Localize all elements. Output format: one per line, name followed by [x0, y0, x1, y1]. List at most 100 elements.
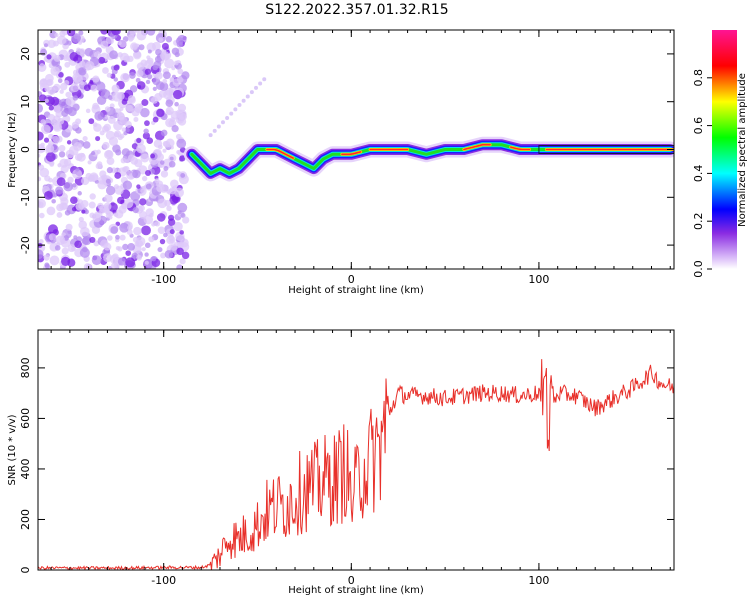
noise-blob	[169, 156, 174, 161]
noise-blob	[61, 256, 71, 266]
noise-blob	[100, 40, 109, 49]
noise-blob	[163, 166, 169, 172]
noise-blob	[119, 222, 130, 233]
noise-blob	[119, 133, 125, 139]
noise-blob	[92, 75, 100, 83]
noise-blob	[176, 109, 187, 120]
ridge-outline	[538, 145, 674, 154]
noise-blob	[174, 187, 184, 198]
colorbar-tick-label: 0.6	[692, 117, 705, 135]
noise-streak	[249, 90, 254, 95]
noise-blob	[124, 127, 130, 133]
noise-blob	[75, 167, 80, 172]
noise-blob	[44, 175, 51, 182]
noise-blob	[88, 201, 96, 209]
noise-blob	[154, 221, 160, 227]
snr-frame	[37, 329, 675, 571]
snr-xtick-label: 100	[528, 574, 549, 587]
noise-blob	[113, 120, 123, 131]
noise-blob	[56, 203, 64, 212]
ridge-red	[341, 151, 362, 156]
noise-blob	[81, 209, 86, 214]
noise-blob	[111, 253, 119, 261]
noise-blob	[177, 68, 184, 75]
snr-xtick-label: 0	[348, 574, 355, 587]
noise-blob	[71, 206, 77, 212]
noise-blob	[121, 99, 128, 105]
noise-blob	[117, 40, 122, 46]
noise-blob	[108, 215, 113, 220]
noise-blob	[139, 198, 147, 206]
noise-blob	[156, 213, 166, 222]
noise-blob	[119, 234, 126, 241]
noise-blob	[159, 160, 165, 165]
noise-blob	[143, 128, 149, 134]
noise-blob	[67, 244, 76, 253]
noise-streak	[225, 115, 230, 120]
noise-blob	[181, 71, 190, 80]
noise-blob	[70, 83, 80, 93]
noise-blob	[38, 103, 44, 113]
noise-blob	[172, 78, 181, 87]
noise-blob	[44, 190, 53, 200]
noise-blob	[132, 43, 138, 50]
noise-blob	[123, 55, 131, 63]
noise-blob	[102, 67, 109, 74]
noise-blob	[53, 115, 61, 123]
noise-blob	[114, 185, 124, 195]
noise-blob	[162, 71, 171, 80]
noise-blob	[129, 85, 138, 93]
noise-blob	[38, 198, 46, 209]
noise-blob	[100, 89, 111, 100]
noise-blob	[54, 32, 59, 38]
noise-blob	[107, 116, 116, 124]
noise-blob	[176, 247, 184, 256]
spectrogram-ytick-label: 20	[19, 47, 32, 61]
noise-blob	[72, 95, 79, 101]
noise-blob	[169, 229, 175, 235]
noise-blob	[121, 148, 130, 157]
noise-blob	[158, 37, 164, 43]
noise-blob	[63, 181, 74, 192]
noise-blob	[145, 79, 151, 85]
noise-blob	[177, 117, 187, 126]
noise-blob	[80, 226, 90, 237]
noise-blob	[155, 48, 162, 56]
snr-panel: -100 0 100 0 200 400 600 800 Height of straight…	[7, 329, 675, 596]
noise-blob	[122, 243, 129, 251]
noise-blob	[174, 101, 179, 107]
figure-title: S122.2022.357.01.32.R15	[265, 2, 448, 18]
noise-blob	[176, 138, 187, 149]
noise-blob	[49, 255, 60, 266]
noise-blob	[140, 153, 150, 163]
noise-blob	[146, 137, 154, 145]
noise-blob	[144, 242, 151, 249]
noise-blob	[152, 86, 157, 91]
noise-blob	[39, 212, 45, 219]
noise-blob	[89, 79, 94, 84]
snr-ytick-label: 800	[19, 357, 32, 378]
noise-blob	[157, 198, 168, 209]
noise-blob	[83, 84, 91, 92]
noise-blob	[102, 125, 110, 133]
noise-blob	[40, 119, 46, 125]
ridge-red	[509, 146, 531, 151]
noise-blob	[136, 30, 147, 41]
noise-blob	[180, 173, 186, 178]
noise-blob	[152, 64, 159, 71]
noise-blob	[128, 36, 134, 42]
noise-blob	[91, 255, 102, 266]
noise-blob	[61, 247, 69, 255]
spectrogram-image	[38, 30, 674, 269]
noise-blob	[111, 30, 121, 36]
noise-blob	[176, 149, 181, 155]
noise-blob	[50, 66, 60, 76]
noise-blob	[105, 178, 111, 184]
noise-blob	[44, 262, 50, 268]
noise-blob	[117, 52, 123, 58]
spectrogram-ylabel: Frequency (Hz)	[7, 112, 18, 188]
noise-blob	[173, 60, 179, 66]
noise-blob	[78, 67, 87, 76]
noise-blob	[141, 99, 149, 107]
noise-blob	[162, 78, 168, 84]
